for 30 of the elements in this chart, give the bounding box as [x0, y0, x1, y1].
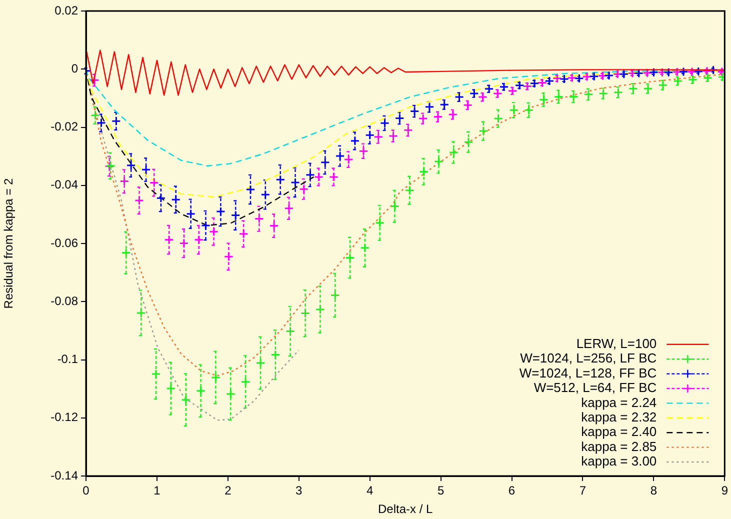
legend-label: kappa = 2.40: [581, 424, 657, 440]
x-tick-label: 2: [224, 484, 232, 498]
y-tick-label: -0.12: [50, 410, 78, 424]
x-axis-title: Delta-x / L: [378, 502, 433, 516]
y-tick-label: -0.06: [50, 236, 78, 250]
x-tick-label: 8: [650, 484, 658, 498]
y-tick-label: 0.02: [54, 3, 78, 18]
y-tick-label: 0: [71, 61, 78, 76]
legend-label: kappa = 3.00: [581, 454, 657, 469]
x-tick-label: 1: [154, 484, 161, 498]
legend-label: W=512, L=64, FF BC: [534, 380, 657, 396]
x-tick-label: 5: [437, 484, 444, 498]
legend-label: kappa = 2.24: [581, 394, 657, 410]
y-tick-label: -0.04: [50, 178, 78, 192]
legend-label: kappa = 2.85: [581, 438, 657, 454]
legend-label: W=1024, L=128, FF BC: [519, 365, 657, 380]
y-tick-label: -0.08: [50, 294, 78, 308]
x-tick-label: 9: [721, 484, 728, 498]
x-tick-label: 6: [508, 484, 516, 498]
y-tick-label: -0.02: [50, 120, 78, 134]
x-tick-label: 0: [82, 484, 90, 498]
legend-label: LERW, L=100: [576, 336, 657, 351]
y-axis-title: Residual from kappa = 2: [2, 178, 16, 309]
y-tick-label: -0.1: [57, 352, 78, 366]
x-tick-label: 3: [296, 484, 303, 498]
y-tick-label: -0.14: [50, 468, 78, 482]
x-tick-label: 7: [579, 484, 586, 498]
legend-label: W=1024, L=256, LF BC: [520, 350, 657, 366]
x-tick-label: 4: [366, 484, 374, 498]
legend-label: kappa = 2.32: [581, 409, 657, 424]
